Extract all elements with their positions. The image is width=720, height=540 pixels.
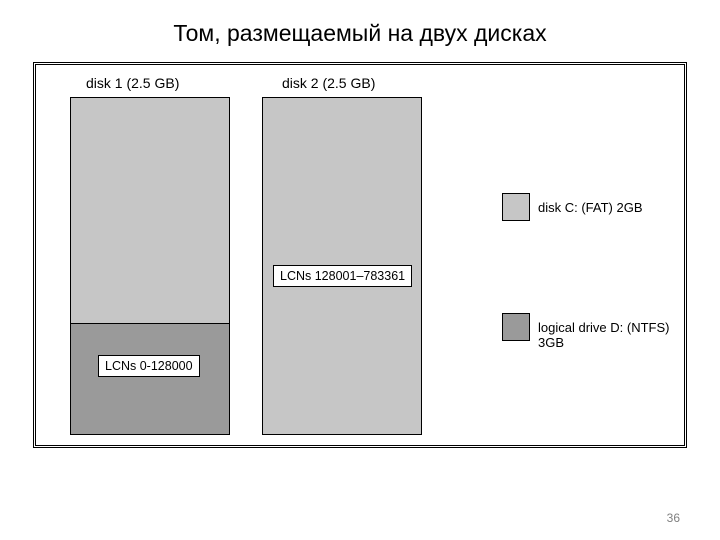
diagram-title: Том, размещаемый на двух дисках — [0, 0, 720, 62]
legend-swatch-ntfs — [502, 313, 530, 341]
disk1-lcn-box: LCNs 0-128000 — [98, 355, 200, 377]
disk2-label: disk 2 (2.5 GB) — [282, 75, 375, 91]
legend-text-fat: disk C: (FAT) 2GB — [538, 200, 643, 215]
legend-text-ntfs: logical drive D: (NTFS) 3GB — [538, 320, 684, 350]
disk1-lower-block — [70, 323, 230, 435]
diagram-frame: disk 1 (2.5 GB) LCNs 0-128000 disk 2 (2.… — [33, 62, 687, 448]
page-number: 36 — [667, 511, 680, 525]
legend-swatch-fat — [502, 193, 530, 221]
disk1-label: disk 1 (2.5 GB) — [86, 75, 179, 91]
disk2-lcn-box: LCNs 128001–783361 — [273, 265, 412, 287]
